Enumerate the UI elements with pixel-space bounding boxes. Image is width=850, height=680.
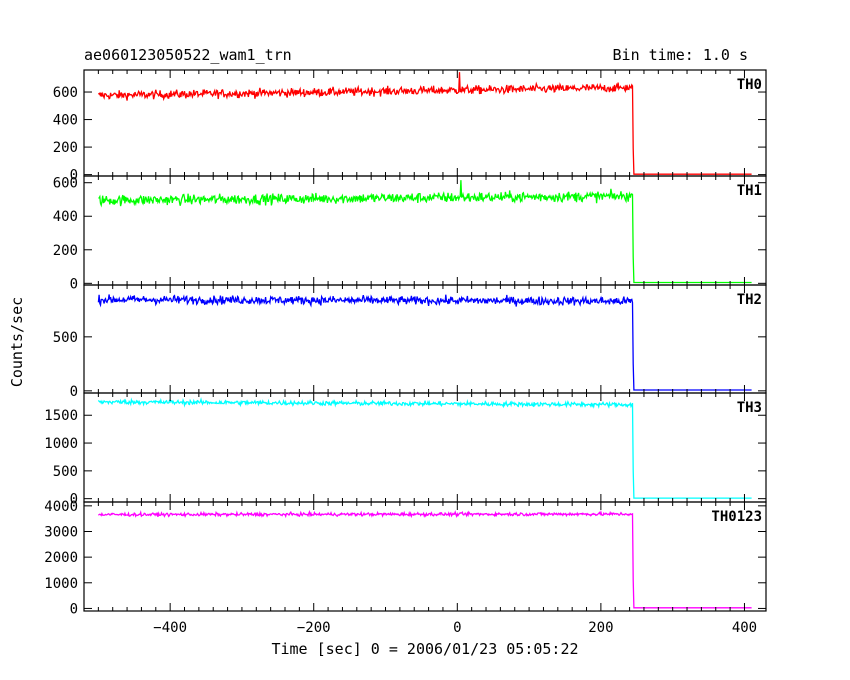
x-tick-label: 0	[453, 620, 461, 636]
x-tick-label: 400	[732, 620, 757, 636]
panel-th0123: 0 1000 2000 3000 4000 TH0123	[44, 499, 767, 617]
y-tick-label: 2000	[44, 550, 78, 566]
x-tick-label: 200	[588, 620, 613, 636]
panel-frame	[83, 175, 767, 286]
y-tick-label: 3000	[44, 524, 78, 540]
x-axis-label: Time [sec] 0 = 2006/01/23 05:05:22	[271, 640, 578, 658]
y-tick-label: 1500	[44, 408, 78, 424]
y-tick-label: 200	[53, 243, 78, 259]
y-tick-label: 500	[53, 330, 78, 346]
y-tick-label: 600	[53, 85, 78, 101]
y-tick-label: 600	[53, 176, 78, 192]
panel-name-th0123: TH0123	[711, 509, 762, 525]
series-line-th0	[97, 72, 752, 175]
panel-name-th3: TH3	[737, 400, 762, 416]
y-tick-label: 400	[53, 113, 78, 129]
bin-time-label: Bin time: 1.0 s	[613, 46, 748, 64]
y-tick-label: 400	[53, 209, 78, 225]
y-axis-label: Counts/sec	[8, 297, 26, 387]
y-tick-label: 0	[70, 384, 78, 400]
panel-name-th0: TH0	[737, 77, 762, 93]
panel-frame	[83, 501, 767, 612]
panel-th1: 0 200 400 600 TH1	[53, 175, 767, 292]
series-line-th1	[98, 180, 752, 284]
panel-frame	[83, 392, 767, 503]
y-tick-label: 200	[53, 140, 78, 156]
y-tick-label: 0	[70, 168, 78, 184]
y-tick-label: 0	[70, 276, 78, 292]
series-line-th0123	[97, 509, 752, 609]
series-line-th2	[97, 294, 752, 391]
chart-title: ae060123050522_wam1_trn	[84, 46, 292, 64]
y-tick-label: 0	[70, 492, 78, 508]
y-tick-label: 1000	[44, 436, 78, 452]
panel-name-th2: TH2	[737, 292, 762, 308]
y-tick-label: 4000	[44, 499, 78, 515]
x-tick-label: −200	[297, 620, 331, 636]
panel-name-th1: TH1	[737, 183, 762, 199]
y-tick-label: 500	[53, 464, 78, 480]
panel-th2: 0 500 TH2	[53, 284, 767, 400]
y-tick-label: 1000	[44, 576, 78, 592]
panel-frame	[83, 69, 767, 177]
x-tick-label: −400	[153, 620, 187, 636]
panel-th0: 0 200 400 600 TH0	[53, 69, 767, 184]
panel-th3: 0 500 1000 1500 TH3	[44, 392, 767, 508]
y-tick-label: 0	[70, 601, 78, 617]
series-line-th3	[97, 397, 752, 499]
panels: 0 200 400 600 TH0 0 200 400 600 TH1 0 500 TH2 0 500 100…	[44, 69, 767, 636]
